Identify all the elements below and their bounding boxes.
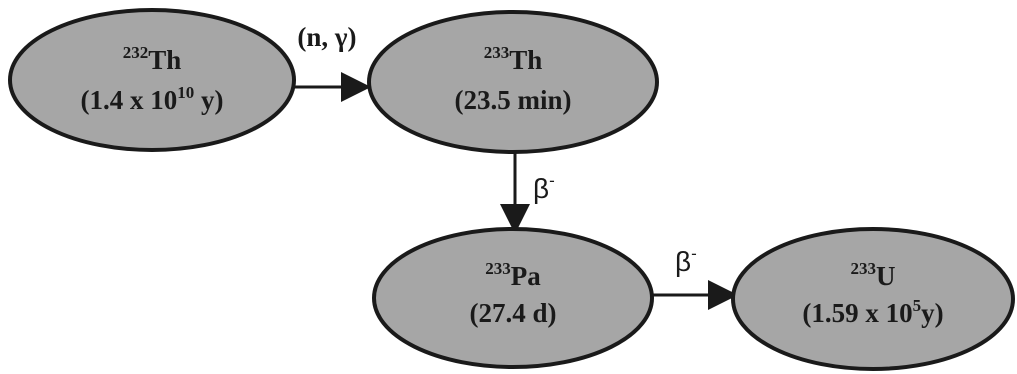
node-u233-nuclide: 233U: [851, 259, 896, 291]
node-th233: 233Th (23.5 min): [367, 10, 659, 154]
node-u233: 233U (1.59 x 105y): [731, 227, 1015, 371]
node-th232: 232Th (1.4 x 1010 y): [8, 8, 296, 152]
node-pa233-halflife: (27.4 d): [470, 298, 557, 328]
edge-beta-2: β-: [653, 244, 738, 310]
node-th233-ellipse: [367, 10, 659, 154]
edge-capture: (n, γ): [295, 22, 371, 102]
node-pa233: 233Pa (27.4 d): [372, 227, 654, 369]
node-pa233-ellipse: [372, 227, 654, 369]
node-th232-halflife: (1.4 x 1010 y): [81, 83, 224, 115]
node-th232-nuclide: 232Th: [123, 43, 182, 75]
node-u233-halflife: (1.59 x 105y): [802, 296, 943, 328]
node-pa233-nuclide: 233Pa: [485, 259, 541, 291]
node-th233-halflife: (23.5 min): [455, 85, 572, 115]
node-th233-nuclide: 233Th: [484, 43, 543, 75]
edge-beta-2-label: β-: [675, 244, 697, 277]
node-u233-ellipse: [731, 227, 1015, 371]
edge-beta-1: β-: [500, 152, 555, 234]
node-th232-ellipse: [8, 8, 296, 152]
edge-capture-label: (n, γ): [297, 22, 356, 52]
edge-beta-1-label: β-: [533, 171, 555, 204]
